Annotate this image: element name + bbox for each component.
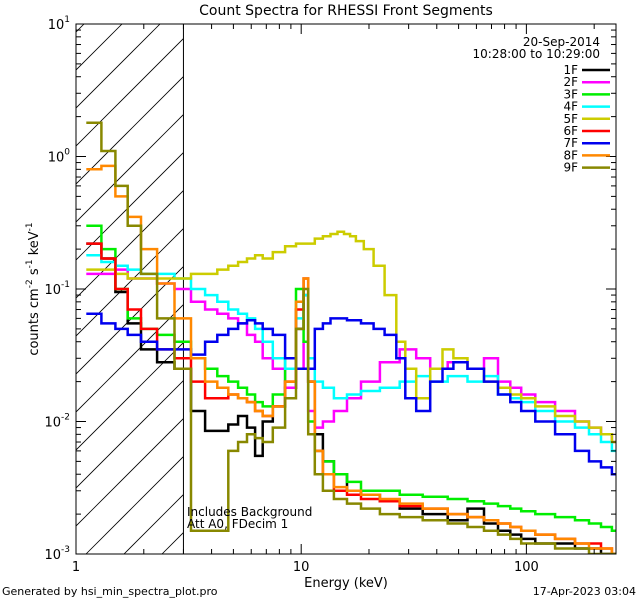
chart-title: Count Spectra for RHESSI Front Segments [199,3,493,19]
hatch-line [76,37,184,147]
y-tick-label: 10-3 [44,545,70,563]
legend-label-1F: 1F [563,63,578,77]
legend-label-2F: 2F [563,75,578,89]
hatch-line [76,113,184,223]
series-line-4F [86,253,616,453]
hatch-line [238,0,640,554]
y-tick-label: 101 [48,15,70,33]
legend-label-6F: 6F [563,124,578,138]
hatch-line [76,24,161,109]
legend-label-3F: 3F [563,87,578,101]
x-tick-label: 10 [293,560,310,575]
hatch-line [76,151,184,261]
legend-label-5F: 5F [563,112,578,126]
legend-label-9F: 9F [563,161,578,175]
hatch-line [76,341,184,451]
annotation-background: Includes Background [187,505,312,519]
x-tick-label: 100 [514,560,539,575]
y-axis-label: counts cm-2 s-1 keV-1 [25,222,42,355]
y-axis-ticks: 10-3 10-2 10-1 100 101 [44,15,616,563]
series-line-9F [86,121,616,554]
hatch-line [76,379,184,489]
hatch-line [76,75,184,185]
x-axis-label: Energy (keV) [304,576,388,591]
header-date: 20-Sep-2014 [523,35,600,49]
annotation-attenuator: Att A0, FDecim 1 [187,517,288,531]
y-tick-label: 10-1 [44,280,70,298]
y-tick-label: 100 [48,148,71,166]
hatch-line [85,455,184,554]
footer-timestamp: 17-Apr-2023 03:04 [533,585,636,598]
x-tick-label: 1 [72,560,80,575]
footer-generator: Generated by hsi_min_spectra_plot.pro [2,585,218,598]
header-time-range: 10:28:00 to 10:29:00 [473,47,600,61]
y-tick-label: 10-2 [44,413,70,431]
legend-label-4F: 4F [563,100,578,114]
hatch-line [76,24,123,71]
hatch-line [0,0,116,554]
hatch-line [76,303,184,413]
hatch-line [76,189,184,299]
series-line-8F [86,164,616,554]
series-line-7F [86,312,616,476]
series-line-3F [86,224,616,532]
hatch-line [76,265,184,375]
legend-label-7F: 7F [563,136,578,150]
hatched-region [0,0,640,554]
series-line-5F [86,230,616,444]
x-axis-ticks: 1 10 100 [72,24,595,575]
hatch-line [76,417,184,527]
series-line-2F [86,268,616,444]
series-lines [86,121,616,554]
legend-label-8F: 8F [563,148,578,162]
